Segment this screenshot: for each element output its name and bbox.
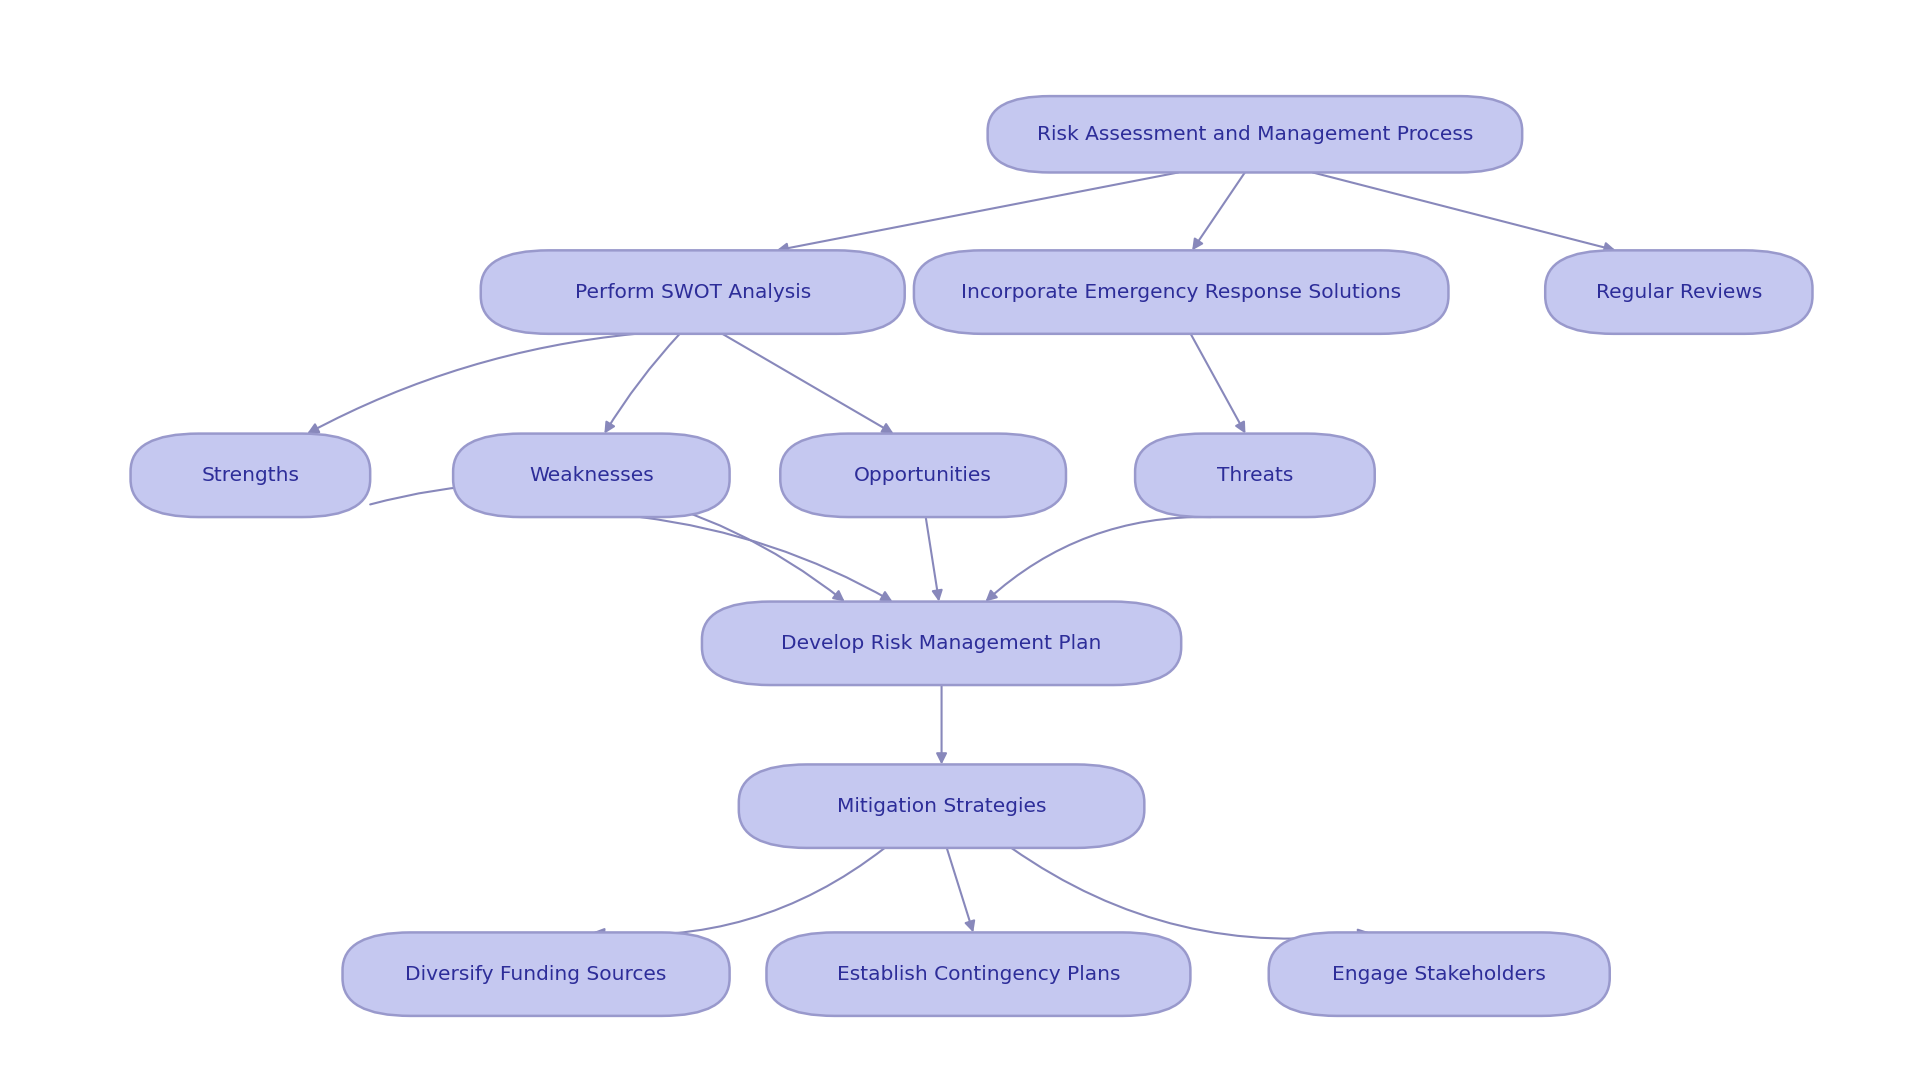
FancyBboxPatch shape [1269,932,1609,1016]
Text: Mitigation Strategies: Mitigation Strategies [837,797,1046,815]
FancyArrowPatch shape [309,334,636,432]
FancyArrowPatch shape [1313,172,1613,252]
FancyBboxPatch shape [766,932,1190,1016]
Text: Incorporate Emergency Response Solutions: Incorporate Emergency Response Solutions [962,283,1402,301]
FancyBboxPatch shape [780,433,1066,517]
Text: Risk Assessment and Management Process: Risk Assessment and Management Process [1037,125,1473,144]
Text: Regular Reviews: Regular Reviews [1596,283,1763,301]
Text: Strengths: Strengths [202,466,300,485]
Text: Engage Stakeholders: Engage Stakeholders [1332,965,1546,983]
FancyArrowPatch shape [1190,334,1244,431]
FancyBboxPatch shape [480,250,904,334]
FancyBboxPatch shape [987,96,1523,172]
FancyArrowPatch shape [605,334,680,432]
Text: Opportunities: Opportunities [854,466,993,485]
FancyBboxPatch shape [1135,433,1375,517]
FancyArrowPatch shape [925,517,941,599]
FancyArrowPatch shape [947,848,973,930]
FancyBboxPatch shape [914,250,1448,334]
FancyBboxPatch shape [703,601,1181,686]
Text: Perform SWOT Analysis: Perform SWOT Analysis [574,283,810,301]
FancyBboxPatch shape [453,433,730,517]
FancyArrowPatch shape [595,848,885,938]
FancyArrowPatch shape [722,334,891,432]
FancyArrowPatch shape [1012,848,1367,939]
FancyBboxPatch shape [739,765,1144,848]
FancyBboxPatch shape [1546,250,1812,334]
Text: Develop Risk Management Plan: Develop Risk Management Plan [781,634,1102,653]
FancyArrowPatch shape [987,517,1212,600]
FancyArrowPatch shape [780,172,1179,252]
FancyArrowPatch shape [1194,172,1244,248]
FancyBboxPatch shape [342,932,730,1016]
FancyBboxPatch shape [131,433,371,517]
Text: Weaknesses: Weaknesses [530,466,653,485]
Text: Threats: Threats [1217,466,1292,485]
FancyArrowPatch shape [937,686,947,762]
FancyArrowPatch shape [641,517,891,600]
Text: Diversify Funding Sources: Diversify Funding Sources [405,965,666,983]
Text: Establish Contingency Plans: Establish Contingency Plans [837,965,1119,983]
FancyArrowPatch shape [371,484,843,600]
